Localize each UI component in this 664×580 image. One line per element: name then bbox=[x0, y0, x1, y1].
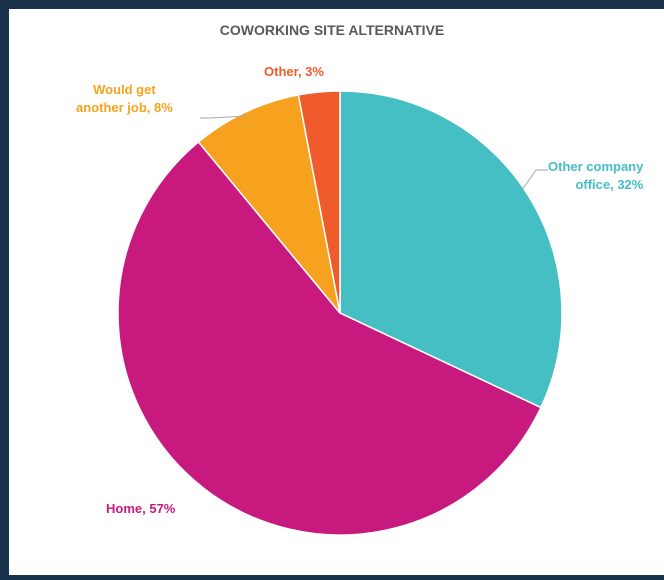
pie-slice-other bbox=[297, 90, 341, 314]
data-label-line: another job, 8% bbox=[76, 100, 173, 115]
data-label-other-company-office: Other company office, 32% bbox=[548, 158, 643, 194]
data-label-line: Other company bbox=[548, 159, 644, 174]
data-label-home: Home, 57% bbox=[106, 500, 175, 518]
pie-slice-would-get-another-job bbox=[197, 94, 341, 314]
leader-line-other-company-office bbox=[521, 169, 548, 191]
data-label-line: Home, 57% bbox=[106, 501, 176, 516]
data-label-line: office, 32% bbox=[575, 177, 644, 192]
data-label-other: Other, 3% bbox=[264, 63, 324, 81]
data-label-line: Other, 3% bbox=[264, 64, 324, 79]
pie-slice-other-company-office bbox=[339, 90, 563, 409]
data-label-would-get-another-job: Would get another job, 8% bbox=[76, 81, 173, 117]
pie-slice-home bbox=[117, 140, 542, 536]
data-label-line: Would get bbox=[93, 82, 156, 97]
chart-title: COWORKING SITE ALTERNATIVE bbox=[219, 22, 445, 38]
leader-line-would-get-another-job bbox=[200, 115, 247, 119]
